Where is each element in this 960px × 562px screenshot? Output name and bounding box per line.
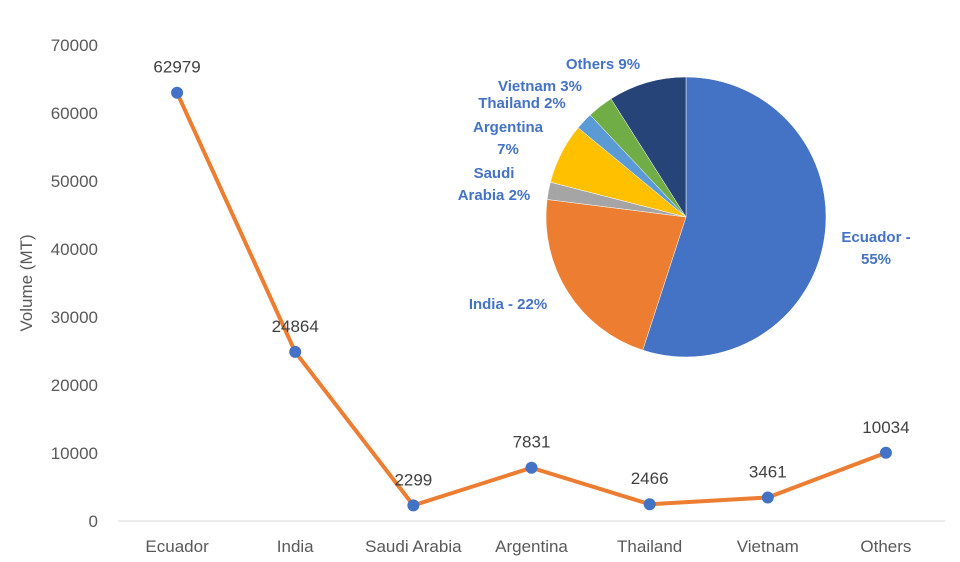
pie-label: India - 22% [469, 296, 547, 313]
data-point [407, 499, 420, 512]
x-tick-label: Ecuador [145, 537, 209, 556]
pie-label-line: 55% [861, 251, 891, 268]
data-point [525, 461, 538, 474]
x-tick-label: Others [860, 537, 911, 556]
pie-label-line: India - 22% [469, 296, 547, 313]
pie-label: Thailand 2% [478, 95, 566, 112]
data-label: 7831 [513, 433, 551, 452]
x-tick-label: Argentina [495, 537, 568, 556]
data-point [171, 86, 184, 99]
y-tick-label: 30000 [51, 308, 98, 327]
pie-slice-others [610, 76, 687, 218]
pie-label-line: 7% [497, 141, 519, 158]
data-point [289, 345, 302, 358]
data-label: 10034 [862, 418, 909, 437]
y-tick-label: 20000 [51, 376, 98, 395]
pie-label: Ecuador - 55% [841, 229, 910, 268]
data-point [643, 498, 656, 511]
data-label: 2299 [394, 470, 432, 489]
x-tick-label: India [277, 537, 314, 556]
pie-label-line: Saudi [474, 165, 515, 182]
x-tick-label: Thailand [617, 537, 682, 556]
y-axis-title: Volume (MT) [17, 234, 36, 331]
pie-label: Vietnam 3% [498, 78, 582, 95]
pie-label: Argentina 7% [473, 119, 544, 158]
pie-label: Others 9% [566, 56, 640, 73]
data-point [879, 446, 892, 459]
pie-label-line: Argentina [473, 119, 544, 136]
y-tick-label: 10000 [51, 444, 98, 463]
y-tick-label: 60000 [51, 104, 98, 123]
pie-label-line: Ecuador - [841, 229, 910, 246]
x-tick-label: Saudi Arabia [365, 537, 462, 556]
data-label: 24864 [272, 317, 319, 336]
data-label: 62979 [153, 58, 200, 77]
pie-slice-ecuador [642, 76, 827, 358]
pie-label-line: Vietnam 3% [498, 78, 582, 95]
y-tick-label: 0 [89, 512, 98, 531]
data-point [761, 491, 774, 504]
pie-chart: Ecuador - 55% India - 22% Saudi Arabia 2% Arg… [458, 56, 911, 358]
y-tick-label: 50000 [51, 172, 98, 191]
pie-label-line: Others 9% [566, 56, 640, 73]
y-tick-label: 70000 [51, 36, 98, 55]
y-tick-label: 40000 [51, 240, 98, 259]
pie-label-line: Thailand 2% [478, 95, 566, 112]
pie-slice-india [545, 199, 687, 351]
pie-label-line: Arabia 2% [458, 187, 531, 204]
pie-label: Saudi Arabia 2% [458, 165, 531, 204]
data-label: 3461 [749, 462, 787, 481]
line-chart: 0 10000 20000 30000 40000 50000 60000 70000 Volu… [17, 36, 945, 556]
x-tick-label: Vietnam [737, 537, 799, 556]
data-label: 2466 [631, 469, 669, 488]
